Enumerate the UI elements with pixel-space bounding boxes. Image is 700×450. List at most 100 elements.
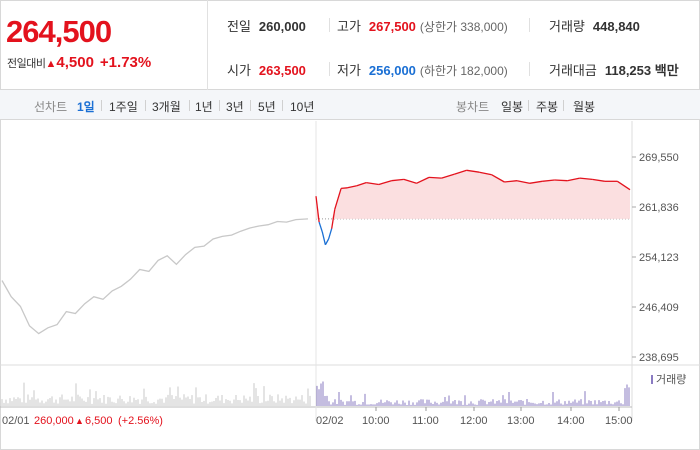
today-line-segment [347,185,357,189]
divider [189,100,190,111]
divider [529,18,530,32]
today-line-segment [617,180,631,191]
amount-value: 118,253 백만 [604,63,679,78]
divider [145,100,146,111]
divider [282,100,283,111]
change-value: 4,500 [56,54,94,71]
price-chart[interactable]: 269,550 261,836 254,123 246,409 238,695 거래량 02… [0,121,700,450]
divider [329,18,330,32]
x-tick-label: 11:00 [412,415,439,427]
amount-stat: 거래대금 118,253 백만 [549,60,679,79]
up-arrow-icon: ▲ [45,58,57,70]
high-value: 267,500 [368,19,416,34]
today-line-segment [324,238,330,246]
divider [250,100,251,111]
upper-limit: (상한가 338,000) [419,20,508,34]
today-line-segment [441,173,455,179]
today-line-segment [479,171,492,176]
today-line-segment [334,188,342,210]
prev-day-line [1,218,309,335]
today-line-segment [466,169,480,173]
prev-day-change-pct: (+2.56%) [118,415,163,427]
today-line-segment [378,180,392,186]
today-line-segment [554,179,568,182]
today-line-segment [567,177,580,182]
divider [101,100,102,111]
today-line-segment [454,169,467,175]
up-area-fill [316,170,630,219]
prev-close-stat: 전일 260,000 [227,16,306,35]
tab-1d[interactable]: 1일 [77,100,95,114]
change-percent: +1.73% [99,54,152,71]
candle-chart-label: 봉차트 [456,100,490,114]
amount-label: 거래대금 [549,63,597,78]
today-line-segment [428,176,442,179]
today-line-segment [542,179,555,182]
high-stat: 고가 267,500 (상한가 338,000) [337,16,508,35]
y-tick-label: 261,836 [639,202,679,214]
current-price: 264,500 [6,14,112,49]
today-line-segment [529,180,543,184]
low-label: 저가 [337,63,361,78]
x-tick-label: 15:00 [605,415,633,427]
tab-3y[interactable]: 3년 [226,100,244,114]
divider [563,100,564,111]
today-line-segment [331,209,336,229]
divider [219,100,220,111]
x-tick-label: 10:00 [362,415,390,427]
open-stat: 시가 263,500 [227,60,306,79]
open-label: 시가 [227,63,251,78]
tab-10y[interactable]: 10년 [290,100,315,114]
today-line-segment [341,187,348,190]
tab-5y[interactable]: 5년 [258,100,276,114]
today-line-segment [504,180,518,183]
tab-monthly-candle[interactable]: 월봉 [573,100,596,114]
divider [528,100,529,111]
low-value: 256,000 [368,63,416,78]
volume-label: 거래량 [549,19,585,34]
today-line-segment [592,178,605,182]
quote-stats: 전일 260,000 고가 267,500 (상한가 338,000) 거래량 448,… [209,0,699,90]
today-line-segment [516,180,530,184]
y-tick-label: 238,695 [639,352,679,364]
divider [529,62,530,76]
today-line-segment [491,174,505,183]
x-tick-label: 02/02 [316,415,344,427]
low-stat: 저가 256,000 (하한가 182,000) [337,60,508,79]
prev-day-date: 02/01 [2,415,30,427]
price-chart-svg[interactable]: 269,550 261,836 254,123 246,409 238,695 거래량 02… [0,121,700,450]
today-line-segment [318,221,323,233]
tab-1w[interactable]: 1주일 [109,100,138,114]
prev-close-label: 전일 [227,19,251,34]
volume-value: 448,840 [592,19,640,34]
open-value: 263,500 [258,63,306,78]
today-line-segment [356,181,367,187]
x-tick-label: 14:00 [557,415,585,427]
volume-legend-swatch [651,375,653,384]
divider [329,62,330,76]
tab-daily-candle[interactable]: 일봉 [501,100,524,114]
y-tick-label: 246,409 [639,302,679,314]
volume-legend-label: 거래량 [656,373,686,386]
line-chart-label: 선차트 [34,100,68,114]
tab-1y[interactable]: 1년 [195,100,213,114]
change-line: 전일대비▲4,500 +1.73% [7,54,151,71]
today-line-segment [416,176,430,184]
lower-limit: (하한가 182,000) [419,64,508,78]
prev-day-close: 260,000 [34,415,74,427]
x-tick-label: 13:00 [507,415,535,427]
today-line-segment [391,178,404,182]
high-label: 고가 [337,19,361,34]
y-tick-label: 269,550 [639,152,679,164]
y-tick-label: 254,123 [639,252,679,264]
price-box: 264,500 전일대비▲4,500 +1.73% [0,0,208,90]
today-line-segment [403,178,417,184]
tab-weekly-candle[interactable]: 주봉 [536,100,559,114]
today-line-segment [579,177,593,181]
chart-toolbar: 선차트 1일 1주일 3개월 1년 3년 5년 10년 봉차트 일봉 주봉 월봉 [0,90,700,120]
today-line-segment [321,231,327,245]
prev-close-value: 260,000 [258,19,306,34]
today-line-segment [315,196,320,223]
quote-header: 264,500 전일대비▲4,500 +1.73% 전일 260,000 고가 267… [0,0,700,90]
tab-3m[interactable]: 3개월 [152,100,181,114]
